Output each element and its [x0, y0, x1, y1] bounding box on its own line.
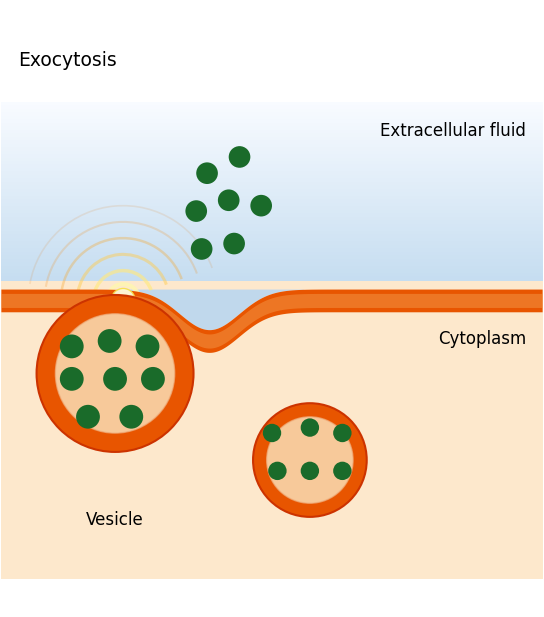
Circle shape	[196, 162, 218, 184]
Bar	[2, 38, 542, 103]
Circle shape	[60, 367, 84, 391]
Bar	[2, 210, 542, 214]
Circle shape	[301, 462, 319, 480]
Bar	[2, 109, 542, 114]
Bar	[2, 294, 542, 298]
Bar	[2, 227, 542, 232]
Circle shape	[98, 329, 121, 353]
Bar	[2, 178, 542, 183]
Circle shape	[267, 417, 353, 503]
Bar	[2, 281, 542, 579]
Bar	[2, 154, 542, 159]
Bar	[2, 238, 542, 242]
Bar	[2, 123, 542, 127]
Bar	[2, 157, 542, 162]
Bar	[2, 161, 542, 165]
Bar	[2, 307, 542, 312]
Polygon shape	[2, 294, 542, 349]
Text: Exocytosis: Exocytosis	[17, 51, 116, 70]
Bar	[2, 189, 542, 193]
Circle shape	[333, 462, 351, 480]
Circle shape	[191, 238, 213, 260]
Bar	[2, 245, 542, 249]
Text: Extracellular fluid: Extracellular fluid	[380, 122, 527, 140]
Bar	[2, 133, 542, 138]
Text: Vesicle: Vesicle	[86, 511, 144, 529]
Bar	[2, 182, 542, 186]
Bar	[2, 136, 542, 141]
Bar	[2, 203, 542, 207]
Bar	[2, 276, 542, 281]
Bar	[2, 186, 542, 190]
Bar	[2, 290, 542, 294]
Bar	[2, 300, 542, 305]
Bar	[2, 106, 542, 110]
Bar	[2, 175, 542, 180]
Bar	[2, 112, 542, 117]
Circle shape	[55, 314, 175, 433]
Bar	[2, 234, 542, 239]
Circle shape	[141, 367, 165, 391]
Bar	[2, 193, 542, 197]
Bar	[2, 220, 542, 225]
Circle shape	[135, 334, 159, 358]
Circle shape	[119, 405, 143, 429]
Bar	[2, 273, 542, 277]
Bar	[2, 102, 542, 106]
Bar	[2, 304, 542, 308]
Circle shape	[103, 367, 127, 391]
Bar	[2, 283, 542, 288]
Circle shape	[250, 195, 272, 217]
Bar	[2, 262, 542, 267]
Bar	[2, 280, 542, 284]
Circle shape	[223, 233, 245, 254]
Bar	[2, 172, 542, 176]
Polygon shape	[121, 289, 304, 330]
Bar	[2, 168, 542, 173]
Bar	[2, 265, 542, 270]
Bar	[2, 151, 542, 155]
Bar	[2, 213, 542, 218]
Bar	[2, 144, 542, 148]
Bar	[2, 199, 542, 204]
Circle shape	[253, 404, 367, 517]
Bar	[2, 119, 542, 123]
Bar	[2, 252, 542, 256]
Polygon shape	[2, 289, 542, 353]
Circle shape	[263, 424, 281, 442]
Bar	[2, 255, 542, 260]
Bar	[2, 259, 542, 263]
Bar	[2, 286, 542, 291]
Circle shape	[36, 295, 194, 452]
Bar	[2, 217, 542, 222]
Bar	[2, 165, 542, 169]
Text: Cytoplasm: Cytoplasm	[438, 330, 527, 348]
Bar	[2, 248, 542, 253]
Bar	[2, 241, 542, 246]
Circle shape	[60, 334, 84, 358]
Bar	[2, 130, 542, 134]
Circle shape	[218, 189, 239, 211]
Bar	[2, 231, 542, 235]
Bar	[2, 116, 542, 120]
Bar	[2, 206, 542, 211]
Circle shape	[301, 418, 319, 437]
Bar	[2, 147, 542, 152]
Circle shape	[76, 405, 100, 429]
Circle shape	[268, 462, 287, 480]
Bar	[2, 196, 542, 201]
Bar	[2, 297, 542, 302]
Bar	[2, 224, 542, 228]
Bar	[2, 140, 542, 144]
Circle shape	[186, 201, 207, 222]
Circle shape	[333, 424, 351, 442]
Bar	[2, 269, 542, 273]
Bar	[2, 126, 542, 131]
Circle shape	[112, 289, 135, 312]
Circle shape	[228, 146, 250, 168]
